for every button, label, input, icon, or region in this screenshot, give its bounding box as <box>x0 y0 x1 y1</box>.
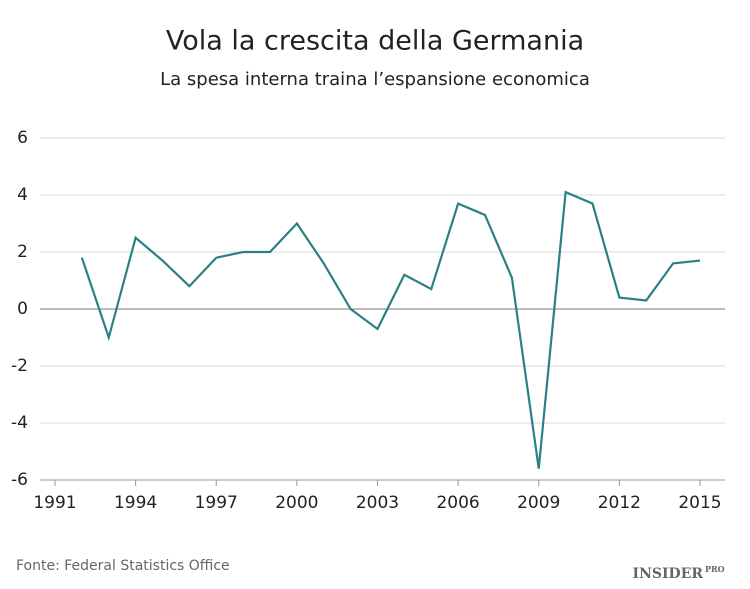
x-tick-label: 2000 <box>275 493 318 513</box>
y-tick-label: 2 <box>17 242 28 262</box>
source: Fonte: Federal Statistics Office <box>16 558 230 574</box>
y-tick-label: 6 <box>17 128 28 148</box>
x-tick-label: 1997 <box>195 493 238 513</box>
x-tick-label: 2009 <box>517 493 560 513</box>
chart-title: Vola la crescita della Germania <box>166 26 584 57</box>
data-line <box>80 190 701 469</box>
x-tick-label: 1991 <box>33 493 76 513</box>
y-tick-label: -2 <box>11 356 28 376</box>
x-tick-label: 2015 <box>678 493 721 513</box>
chart-subtitle: La spesa interna traina l’espansione eco… <box>160 69 590 90</box>
y-tick-label: 0 <box>17 299 28 319</box>
logo-sub: PRO <box>705 564 725 574</box>
y-tick-label: -4 <box>11 413 28 433</box>
x-tick-label: 2003 <box>356 493 399 513</box>
y-tick-label: 4 <box>17 185 28 205</box>
x-tick-label: 2006 <box>436 493 479 513</box>
y-tick-label: -6 <box>11 470 28 490</box>
x-tick-label: 1994 <box>114 493 157 513</box>
x-tick-label: 2012 <box>598 493 641 513</box>
logo: INSIDER <box>633 566 704 582</box>
